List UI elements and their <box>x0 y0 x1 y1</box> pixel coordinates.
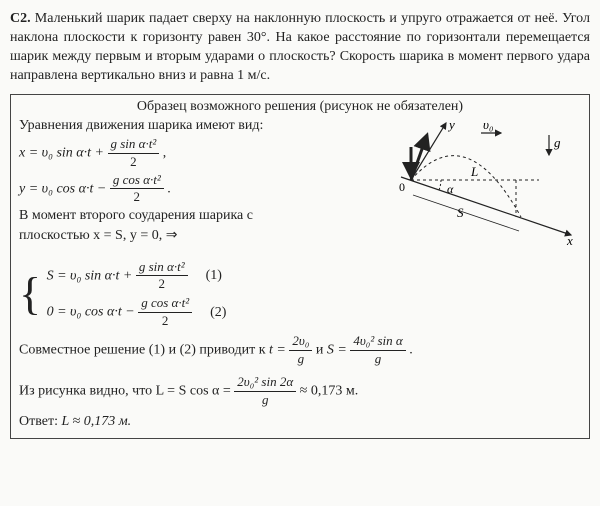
answer: Ответ: L ≈ 0,173 м. <box>19 413 581 431</box>
v0-label: υ₀ <box>483 117 494 132</box>
g-label: g <box>554 135 561 150</box>
joint-solution: Совместное решение (1) и (2) приводит к … <box>19 333 581 368</box>
solution-title: Образец возможного решения (рисунок не о… <box>19 99 581 115</box>
L-label: L <box>470 164 478 179</box>
axis-x-label: x <box>566 233 573 247</box>
system: { S = υ₀ sin α·t + g sin α·t²2(1) 0 = υ₀… <box>19 257 581 333</box>
problem-label: С2. <box>10 11 31 26</box>
problem-statement: С2. Маленький шарик падает сверху на нак… <box>10 10 590 86</box>
alpha-label: α <box>447 182 454 196</box>
origin-label: 0 <box>399 180 405 194</box>
axis-y-label: y <box>447 117 455 132</box>
solution-box: Образец возможного решения (рисунок не о… <box>10 94 590 439</box>
S-label: S <box>457 205 464 220</box>
problem-text: Маленький шарик падает сверху на наклонн… <box>10 11 590 83</box>
from-figure: Из рисунка видно, что L = S cos α = 2υ₀²… <box>19 374 581 409</box>
figure: y x υ₀ g L S α 0 <box>371 117 581 252</box>
